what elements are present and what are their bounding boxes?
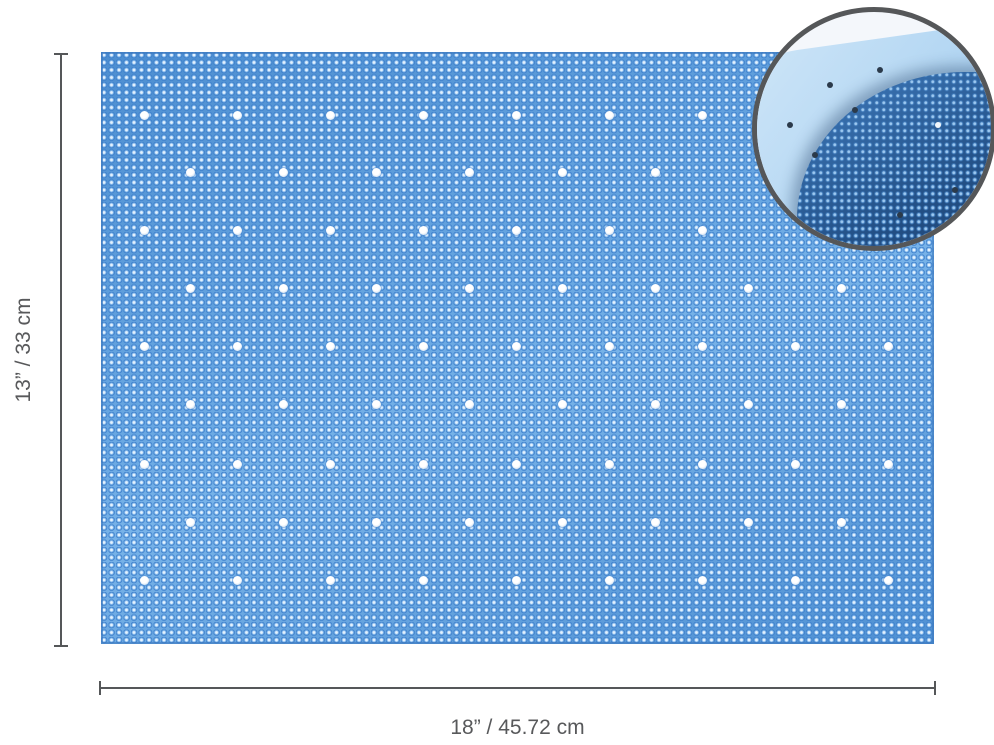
mat-perforation-hole xyxy=(650,517,660,527)
mat-perforation-hole xyxy=(743,517,753,527)
mat-perforation-hole xyxy=(604,110,614,120)
mat-perforation-hole xyxy=(743,399,753,409)
mat-perforation-hole xyxy=(836,399,846,409)
mat-perforation-hole xyxy=(604,575,614,585)
mat-perforation-hole xyxy=(836,517,846,527)
mat-perforation-hole xyxy=(232,110,242,120)
mat-perforation-hole xyxy=(511,575,521,585)
mat-perforation-hole xyxy=(464,517,474,527)
mat-perforation-hole xyxy=(371,399,381,409)
inset-hole xyxy=(935,122,941,128)
mat-perforation-hole xyxy=(790,341,800,351)
inset-hole xyxy=(952,187,958,193)
mat-perforation-hole xyxy=(557,167,567,177)
inset-hole xyxy=(877,67,883,73)
inset-hole xyxy=(897,212,903,218)
mat-perforation-hole xyxy=(790,459,800,469)
width-dimension-line xyxy=(100,687,936,689)
mat-perforation-hole xyxy=(418,575,428,585)
width-dimension-cap-left xyxy=(99,681,101,695)
inset-hole xyxy=(812,152,818,158)
mat-perforation-hole xyxy=(604,341,614,351)
mat-perforation-hole xyxy=(278,517,288,527)
mat-perforation-hole xyxy=(697,225,707,235)
height-dimension-line xyxy=(60,54,62,646)
mat-perforation-hole xyxy=(883,459,893,469)
mat-perforation-hole xyxy=(139,341,149,351)
mat-perforation-hole xyxy=(185,517,195,527)
mat-perforation-hole xyxy=(325,110,335,120)
mat-perforation-hole xyxy=(511,110,521,120)
mat-perforation-hole xyxy=(139,575,149,585)
mat-perforation-hole xyxy=(139,225,149,235)
inset-hole xyxy=(852,107,858,113)
mat-perforation-hole xyxy=(418,110,428,120)
mat-perforation-hole xyxy=(604,459,614,469)
mat-perforation-hole xyxy=(325,575,335,585)
mat-perforation-hole xyxy=(464,399,474,409)
mat-perforation-hole xyxy=(185,283,195,293)
inset-hole xyxy=(787,122,793,128)
mat-perforation-hole xyxy=(883,341,893,351)
mat-perforation-hole xyxy=(278,283,288,293)
mat-perforation-hole xyxy=(464,167,474,177)
mat-perforation-hole xyxy=(278,399,288,409)
mat-perforation-hole xyxy=(418,225,428,235)
mat-perforation-hole xyxy=(743,283,753,293)
width-dimension-label: 18” / 45.72 cm xyxy=(450,716,585,739)
mat-perforation-hole xyxy=(418,341,428,351)
mat-perforation-hole xyxy=(697,110,707,120)
mat-perforation-hole xyxy=(232,459,242,469)
mat-perforation-hole xyxy=(185,167,195,177)
mat-perforation-hole xyxy=(836,283,846,293)
mat-perforation-hole xyxy=(232,575,242,585)
mat-perforation-hole xyxy=(418,459,428,469)
width-dimension-cap-right xyxy=(934,681,936,695)
mat-perforation-hole xyxy=(232,341,242,351)
mat-perforation-hole xyxy=(650,399,660,409)
mat-perforation-hole xyxy=(650,167,660,177)
mat-perforation-hole xyxy=(325,341,335,351)
mat-perforation-hole xyxy=(697,575,707,585)
mat-perforation-hole xyxy=(650,283,660,293)
mat-perforation-hole xyxy=(139,459,149,469)
detail-inset-magnifier xyxy=(752,7,994,251)
height-dimension-cap-bottom xyxy=(54,645,68,647)
mat-perforation-hole xyxy=(139,110,149,120)
mat-perforation-hole xyxy=(278,167,288,177)
mat-perforation-hole xyxy=(511,459,521,469)
mat-perforation-hole xyxy=(325,225,335,235)
inset-hole xyxy=(827,82,833,88)
mat-perforation-hole xyxy=(557,283,567,293)
mat-perforation-hole xyxy=(185,399,195,409)
mat-perforation-hole xyxy=(371,167,381,177)
height-dimension-label: 13” / 33 cm xyxy=(12,297,35,403)
mat-perforation-hole xyxy=(232,225,242,235)
mat-perforation-hole xyxy=(697,341,707,351)
mat-perforation-hole xyxy=(371,283,381,293)
mat-perforation-hole xyxy=(511,341,521,351)
mat-perforation-hole xyxy=(511,225,521,235)
height-dimension-cap-top xyxy=(54,53,68,55)
mat-perforation-hole xyxy=(464,283,474,293)
mat-perforation-hole xyxy=(790,575,800,585)
mat-perforation-hole xyxy=(371,517,381,527)
mat-perforation-hole xyxy=(557,399,567,409)
mat-perforation-hole xyxy=(697,459,707,469)
mat-perforation-hole xyxy=(325,459,335,469)
mat-perforation-hole xyxy=(883,575,893,585)
mat-perforation-hole xyxy=(604,225,614,235)
mat-perforation-hole xyxy=(557,517,567,527)
